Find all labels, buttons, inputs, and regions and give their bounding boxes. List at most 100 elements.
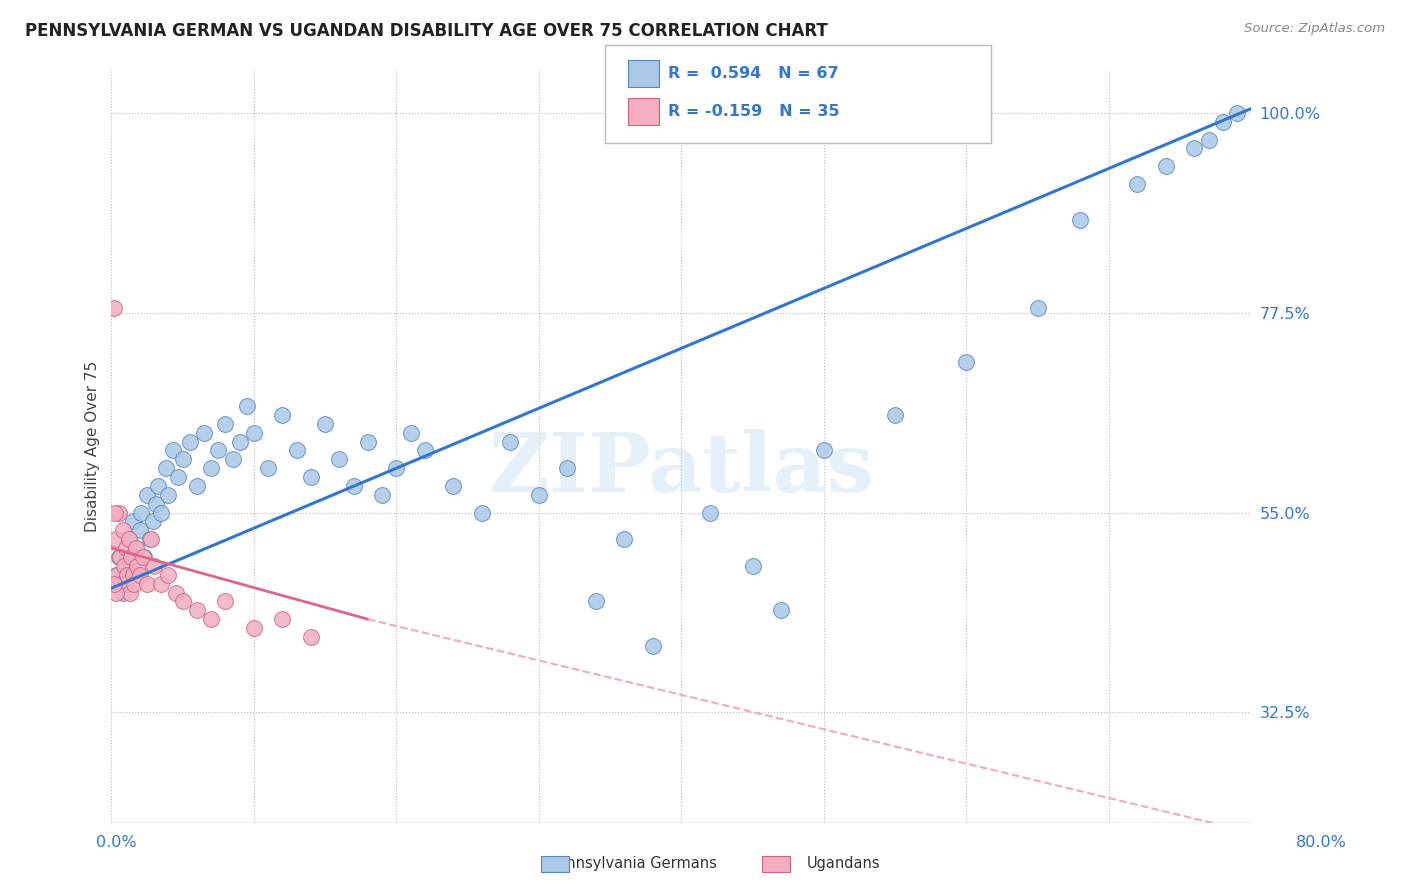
Point [193,425,215,440]
Point [121,567,143,582]
Point [1182,141,1205,155]
Point [236,399,259,413]
Point [134,549,156,564]
Point [1126,177,1149,191]
Point [155,461,177,475]
Point [107,549,129,564]
Point [172,452,194,467]
Point [214,594,236,608]
Point [117,533,139,547]
Point [142,515,165,529]
Point [243,621,266,635]
Point [110,576,132,591]
Point [125,558,148,573]
Point [165,585,187,599]
Point [1226,106,1249,120]
Point [527,488,550,502]
Text: Pennsylvania Germans: Pennsylvania Germans [548,856,717,871]
Point [114,576,136,591]
Point [285,443,308,458]
Point [179,434,201,449]
Point [139,533,162,547]
Point [314,417,336,431]
Point [1154,159,1177,173]
Point [413,443,436,458]
Point [271,408,294,422]
Point [124,541,146,556]
Point [770,603,793,617]
Point [132,549,155,564]
Text: R = -0.159   N = 35: R = -0.159 N = 35 [668,104,839,119]
Point [884,408,907,422]
Y-axis label: Disability Age Over 75: Disability Age Over 75 [86,360,100,532]
Point [107,506,129,520]
Point [186,479,208,493]
Point [120,558,142,573]
Point [343,479,366,493]
Point [214,417,236,431]
Text: PENNSYLVANIA GERMAN VS UGANDAN DISABILITY AGE OVER 75 CORRELATION CHART: PENNSYLVANIA GERMAN VS UGANDAN DISABILIT… [25,22,828,40]
Point [1212,115,1234,129]
Point [150,576,173,591]
Point [167,470,190,484]
Point [257,461,280,475]
Point [114,541,136,556]
Point [122,576,145,591]
Text: 80.0%: 80.0% [1296,836,1347,850]
Point [108,549,131,564]
Point [104,567,127,582]
Point [136,576,159,591]
Point [129,524,152,538]
Point [299,630,322,644]
Point [585,594,607,608]
Point [371,488,394,502]
Point [117,533,139,547]
Point [1198,132,1220,146]
Point [141,533,163,547]
Text: R =  0.594   N = 67: R = 0.594 N = 67 [668,66,838,80]
Point [357,434,380,449]
Point [124,541,146,556]
Point [111,524,134,538]
Point [148,479,170,493]
Point [103,301,125,316]
Point [186,603,208,617]
Text: Source: ZipAtlas.com: Source: ZipAtlas.com [1244,22,1385,36]
Point [200,612,222,626]
Point [131,506,153,520]
Point [228,434,250,449]
Point [127,567,149,582]
Point [120,549,142,564]
Point [104,533,127,547]
Text: ZIPatlas: ZIPatlas [489,429,875,508]
Point [143,558,166,573]
Point [157,567,180,582]
Point [105,585,128,599]
Point [499,434,522,449]
Point [172,594,194,608]
Point [105,567,128,582]
Point [613,533,636,547]
Point [150,506,173,520]
Point [271,612,294,626]
Point [111,585,134,599]
Point [813,443,835,458]
Point [104,506,127,520]
Point [200,461,222,475]
Point [955,354,977,368]
Point [699,506,721,520]
Point [741,558,763,573]
Point [103,576,125,591]
Point [557,461,579,475]
Point [145,497,167,511]
Point [221,452,243,467]
Point [243,425,266,440]
Point [299,470,322,484]
Point [112,558,135,573]
Point [399,425,422,440]
Point [129,567,152,582]
Point [471,506,494,520]
Point [385,461,408,475]
Text: Ugandans: Ugandans [807,856,880,871]
Point [121,515,143,529]
